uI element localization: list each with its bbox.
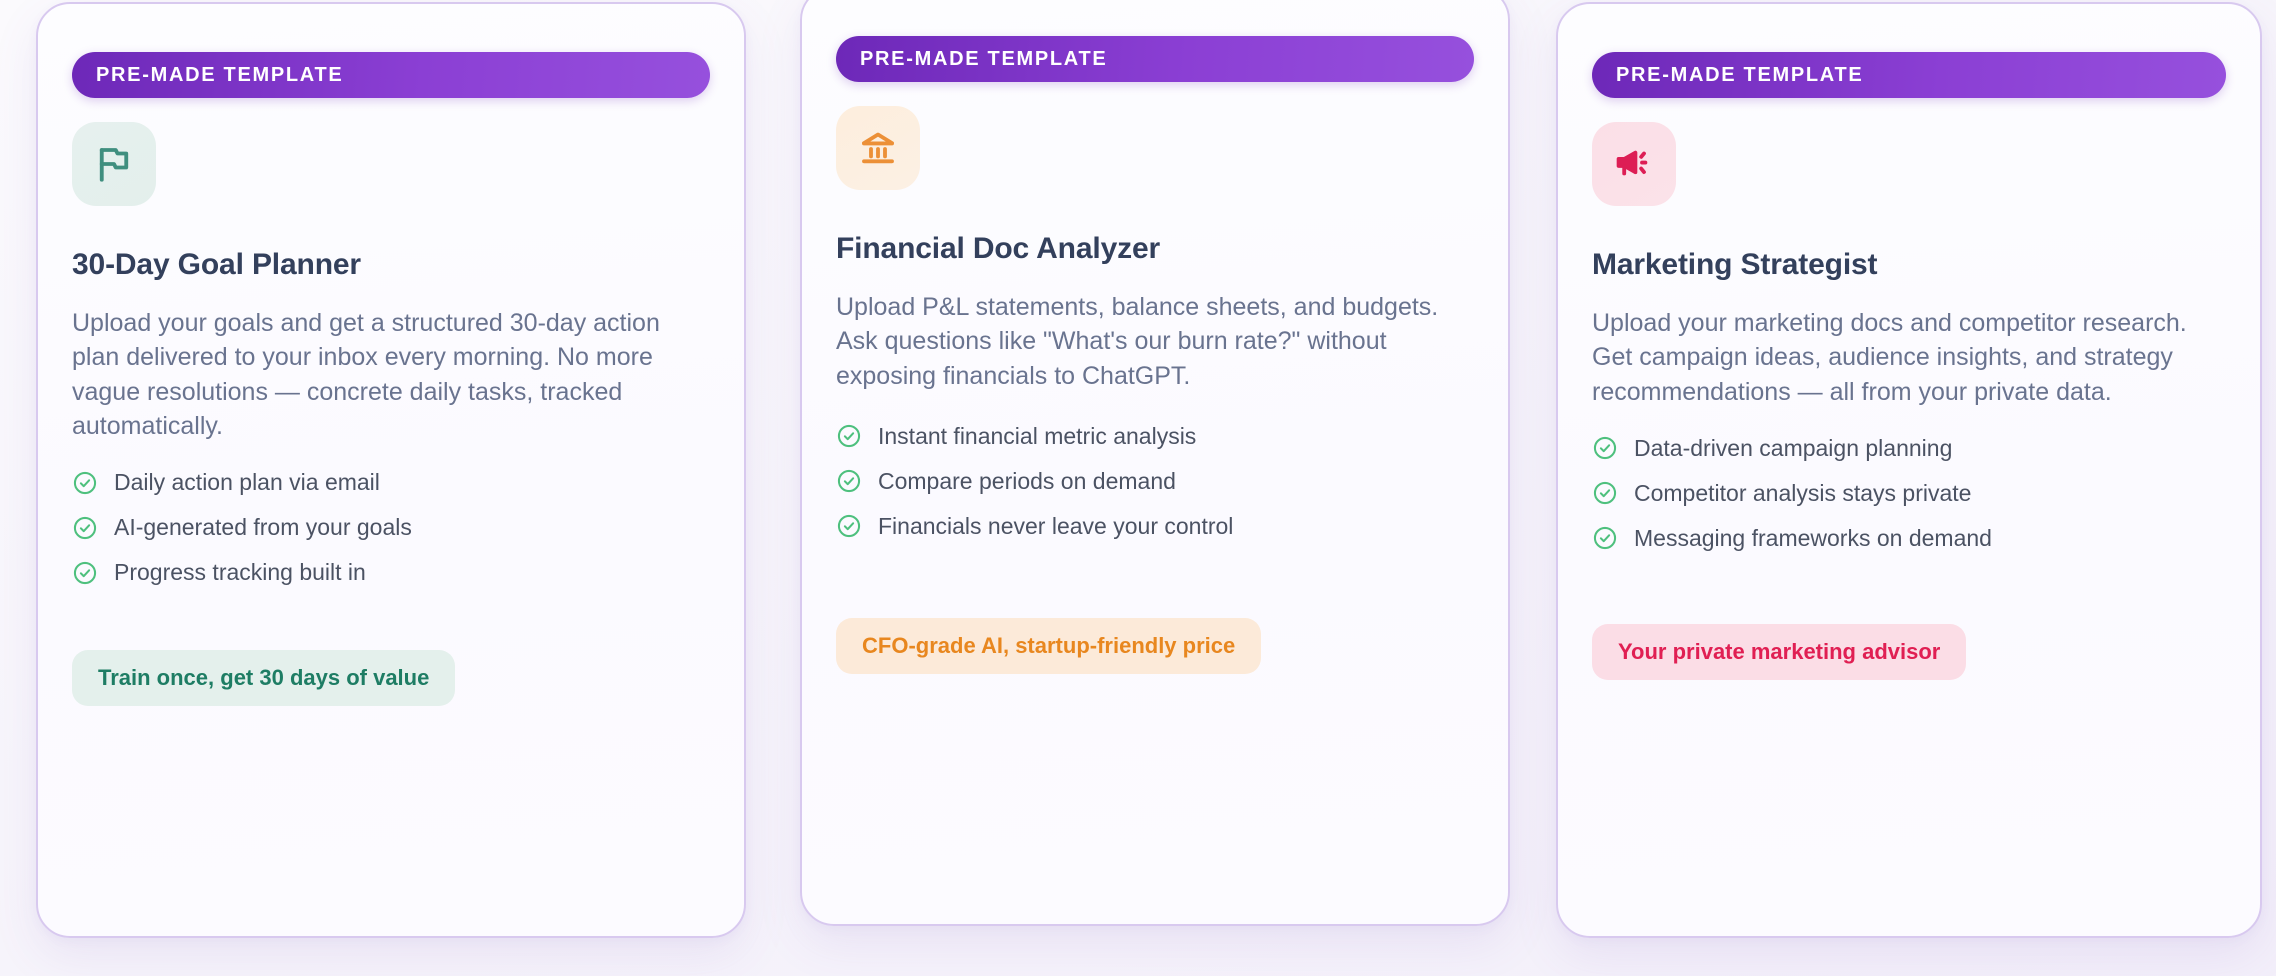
feature-label: Daily action plan via email — [114, 469, 380, 495]
feature-item: Progress tracking built in — [72, 559, 710, 586]
feature-label: Instant financial metric analysis — [878, 422, 1197, 449]
feature-label: Financials never leave your control — [878, 512, 1234, 539]
feature-label: Messaging frameworks on demand — [1634, 524, 1992, 551]
feature-item: Compare periods on demand — [836, 468, 1474, 495]
feature-label: AI-generated from your goals — [114, 514, 412, 540]
template-card-goal-planner[interactable]: PRE-MADE TEMPLATE 30-Day Goal Planner Up… — [36, 2, 746, 938]
feature-list: Data-driven campaign planning Competitor… — [1592, 435, 2226, 552]
feature-label: Data-driven campaign planning — [1634, 434, 1953, 461]
pre-made-template-badge-label: PRE-MADE TEMPLATE — [860, 47, 1108, 70]
bank-icon — [857, 127, 899, 169]
feature-label: Competitor analysis stays private — [1634, 479, 1972, 506]
card-description: Upload your marketing docs and competito… — [1592, 309, 2187, 406]
check-circle-icon — [1592, 525, 1618, 551]
feature-label: Progress tracking built in — [114, 559, 366, 585]
feature-item: Instant financial metric analysis — [836, 423, 1474, 450]
card-title: Marketing Strategist — [1592, 248, 1878, 281]
check-circle-icon — [72, 470, 98, 496]
check-circle-icon — [72, 515, 98, 541]
check-circle-icon — [1592, 435, 1618, 461]
check-circle-icon — [836, 423, 862, 449]
feature-item: Competitor analysis stays private — [1592, 480, 2226, 507]
card-title: Financial Doc Analyzer — [836, 232, 1161, 265]
check-circle-icon — [1592, 480, 1618, 506]
card-tagline-badge: CFO-grade AI, startup-friendly price — [836, 617, 1262, 674]
template-card-financial-doc-analyzer[interactable]: PRE-MADE TEMPLATE Financial Doc Analyzer… — [800, 0, 1510, 926]
card-title: 30-Day Goal Planner — [72, 248, 361, 281]
check-circle-icon — [836, 468, 862, 494]
pre-made-template-badge: PRE-MADE TEMPLATE — [1592, 52, 2226, 98]
feature-item: Data-driven campaign planning — [1592, 435, 2226, 462]
feature-item: Daily action plan via email — [72, 469, 710, 496]
pre-made-template-badge-label: PRE-MADE TEMPLATE — [96, 63, 344, 86]
card-tagline-badge: Your private marketing advisor — [1592, 623, 1967, 680]
card-description: Upload P&L statements, balance sheets, a… — [836, 293, 1439, 390]
megaphone-icon — [1613, 143, 1655, 185]
flag-icon — [93, 143, 135, 185]
pre-made-template-badge-label: PRE-MADE TEMPLATE — [1616, 63, 1864, 86]
check-circle-icon — [72, 560, 98, 586]
check-circle-icon — [836, 513, 862, 539]
card-description: Upload your goals and get a structured 3… — [72, 309, 660, 440]
feature-item: Financials never leave your control — [836, 513, 1474, 540]
feature-label: Compare periods on demand — [878, 467, 1176, 494]
card-icon-tile — [1592, 122, 1676, 206]
template-card-marketing-strategist[interactable]: PRE-MADE TEMPLATE Marketing Strategist U… — [1556, 2, 2262, 938]
pre-made-template-badge: PRE-MADE TEMPLATE — [836, 36, 1474, 82]
card-tagline-badge: Train once, get 30 days of value — [72, 650, 456, 706]
feature-item: AI-generated from your goals — [72, 514, 710, 541]
card-icon-tile — [836, 106, 920, 190]
feature-list: Daily action plan via email AI-generated… — [72, 469, 710, 586]
feature-list: Instant financial metric analysis Compar… — [836, 423, 1474, 540]
card-icon-tile — [72, 122, 156, 206]
pre-made-template-badge: PRE-MADE TEMPLATE — [72, 52, 710, 98]
feature-item: Messaging frameworks on demand — [1592, 525, 2226, 552]
